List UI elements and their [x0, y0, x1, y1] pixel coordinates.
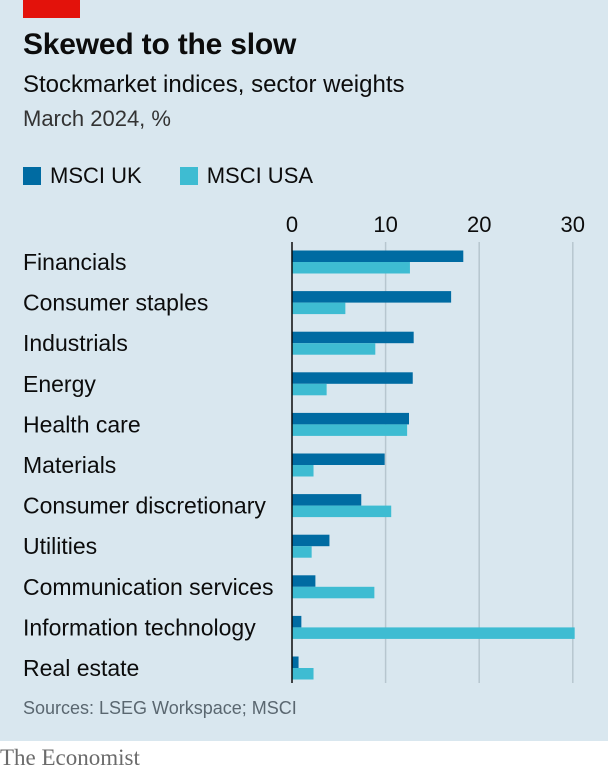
bar-usa-7: [292, 546, 312, 558]
bar-uk-8: [292, 575, 316, 587]
bar-usa-1: [292, 302, 346, 315]
category-label-6: Consumer discretionary: [23, 493, 266, 519]
category-label-0: Financials: [23, 249, 127, 275]
bar-uk-7: [292, 534, 330, 547]
x-tick-label-10: 10: [373, 212, 397, 237]
bar-usa-2: [292, 343, 376, 355]
legend-swatch-uk: [23, 167, 41, 185]
x-tick-label-0: 0: [286, 212, 298, 237]
category-label-2: Industrials: [23, 330, 128, 356]
x-tick-label-30: 30: [561, 212, 585, 237]
brand-logo-text: The Economist: [0, 745, 140, 770]
legend-item-uk: MSCI UK: [23, 163, 142, 189]
category-label-9: Information technology: [23, 614, 256, 640]
bar-uk-4: [292, 412, 409, 425]
bar-usa-8: [292, 586, 375, 599]
legend-swatch-usa: [179, 167, 198, 185]
brand-red-tab: [23, 0, 80, 18]
legend: MSCI UK MSCI USA: [23, 163, 351, 189]
chart-subtitle: Stockmarket indices, sector weights: [23, 71, 405, 98]
bar-usa-10: [292, 668, 314, 680]
category-label-7: Utilities: [23, 533, 97, 559]
x-tick-label-20: 20: [467, 212, 491, 237]
bar-chart: 0 10 20 30 Financials Consumer staples Industr…: [23, 212, 585, 683]
category-label-4: Health care: [23, 411, 141, 437]
bar-usa-9: [292, 627, 575, 639]
category-label-5: Materials: [23, 452, 116, 478]
category-label-1: Consumer staples: [23, 290, 208, 316]
bar-uk-0: [292, 250, 464, 262]
bar-uk-5: [292, 453, 385, 465]
source-note: Sources: LSEG Workspace; MSCI: [23, 698, 297, 718]
bar-uk-10: [292, 656, 299, 668]
bar-usa-5: [292, 465, 314, 477]
bar-usa-4: [292, 424, 408, 436]
bar-usa-6: [292, 505, 392, 518]
chart-panel: [0, 0, 608, 741]
legend-label-uk: MSCI UK: [50, 163, 142, 188]
category-label-8: Communication services: [23, 574, 274, 600]
category-label-3: Energy: [23, 371, 96, 397]
bar-uk-2: [292, 331, 414, 344]
bar-usa-3: [292, 383, 327, 396]
bar-uk-1: [292, 291, 452, 303]
bar-uk-6: [292, 494, 362, 506]
bar-usa-0: [292, 262, 410, 274]
legend-label-usa: MSCI USA: [206, 163, 314, 188]
chart-title: Skewed to the slow: [23, 28, 297, 61]
bar-uk-3: [292, 372, 413, 384]
chart-units: March 2024, %: [23, 106, 171, 131]
legend-item-usa: MSCI USA: [179, 163, 314, 189]
category-label-10: Real estate: [23, 655, 139, 681]
bar-uk-9: [292, 615, 302, 628]
